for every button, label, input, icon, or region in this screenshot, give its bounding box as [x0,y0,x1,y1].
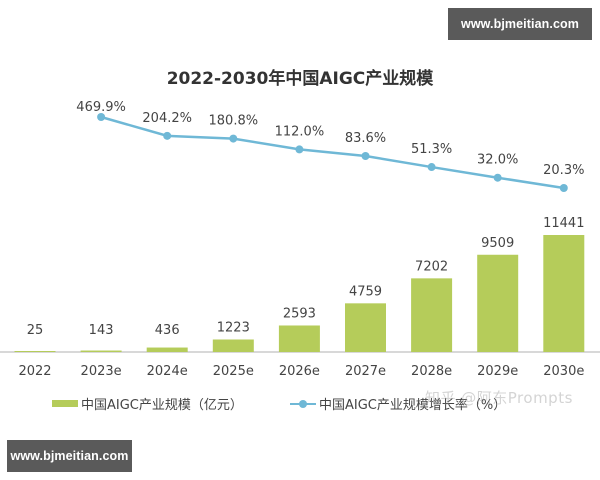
bar [345,303,386,352]
line-marker [559,184,568,192]
line-value-label: 469.9% [76,100,126,115]
legend-line-label: 中国AIGC产业规模增长率（%） [319,398,507,413]
line-value-label: 83.6% [345,131,386,146]
bar [411,278,453,352]
line-value-label: 204.2% [142,111,192,126]
bar-value-label: 4759 [349,284,382,299]
legend-bar-label: 中国AIGC产业规模（亿元） [81,398,243,413]
watermark-overlay: 知乎 @阿东Prompts [425,389,573,407]
x-tick-label: 2026e [279,364,320,379]
bar [212,339,254,352]
x-tick-label: 2028e [411,364,452,379]
line-marker [361,152,370,161]
x-tick-label: 2025e [213,364,254,379]
x-tick-label: 2023e [81,364,122,379]
line-value-label: 32.0% [477,153,518,168]
line-marker [427,163,436,172]
x-tick-label: 2029e [477,364,518,379]
x-tick-label: 2030e [543,364,584,379]
line-marker [163,131,172,140]
bar [146,347,188,352]
line-value-label: 112.0% [275,124,325,139]
line-value-label: 20.3% [543,163,584,178]
x-tick-label: 2027e [345,364,386,379]
line-marker [493,173,502,182]
bar-value-label: 2593 [283,306,316,321]
bar-value-label: 25 [27,323,44,338]
bar [543,235,585,352]
line-marker-swatch-icon [290,398,316,410]
chart-legend: 中国AIGC产业规模（亿元） 中国AIGC产业规模增长率（%） [0,394,600,414]
bar [278,325,320,352]
chart-plot: 25 2022 143 2023e 436 2024e 1223 2025e 2593 2026e… [0,100,600,379]
watermark-badge-bottom: www.bjmeitian.com [7,440,132,472]
bar [14,351,56,352]
line-marker [97,113,106,121]
bar [80,350,122,352]
x-tick-label: 2024e [147,364,188,379]
bar [477,254,519,352]
bar-value-label: 1223 [217,320,250,335]
bar-value-label: 143 [89,323,114,338]
bar-value-label: 7202 [415,259,448,274]
bar-value-label: 436 [155,323,180,338]
watermark-badge-top: www.bjmeitian.com [448,8,592,40]
line-marker [229,134,238,143]
line-value-label: 51.3% [411,142,452,157]
growth-line [100,115,564,190]
legend-item-bar: 中国AIGC产业规模（亿元） [52,394,243,413]
x-tick-label: 2022 [18,364,51,379]
chart-title: 2022-2030年中国AIGC产业规模 [166,69,434,89]
line-value-label: 180.8% [209,114,259,129]
line-marker [295,145,304,154]
bar-swatch-icon [52,400,78,407]
bar-value-label: 11441 [543,216,584,231]
legend-item-line: 中国AIGC产业规模增长率（%） [290,394,506,413]
bar-value-label: 9509 [481,236,514,251]
